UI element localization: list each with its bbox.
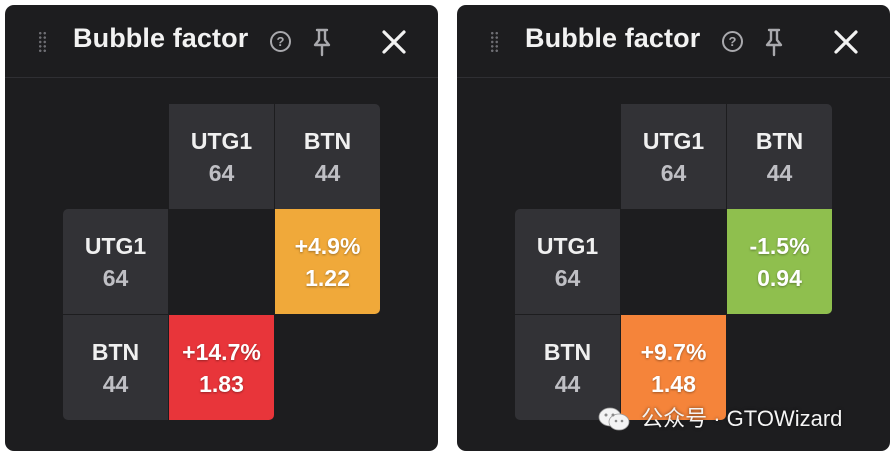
close-icon[interactable] [831,27,861,57]
panel-header: Bubble factor ? [457,5,890,78]
drag-handle-icon[interactable] [38,31,47,53]
column-header-utg1: UTG1 64 [169,104,274,209]
column-header-utg1: UTG1 64 [621,104,726,209]
row-name: UTG1 [84,233,147,259]
column-stack: 44 [314,160,341,186]
bubble-factor-value: 1.83 [199,371,244,397]
drag-handle-icon[interactable] [490,31,499,53]
bubble-factor-value: 1.22 [305,265,350,291]
row-header-utg1: UTG1 64 [63,209,168,314]
column-name: UTG1 [642,128,705,154]
pin-icon[interactable] [763,27,785,57]
column-name: BTN [755,128,804,154]
close-icon[interactable] [379,27,409,57]
bubble-factor-cell-btn-utg1[interactable]: +9.7% 1.48 [621,315,726,420]
risk-premium-value: +9.7% [640,339,707,365]
risk-premium-value: -1.5% [749,233,810,259]
row-header-btn: BTN 44 [63,315,168,420]
panel-header: Bubble factor ? [5,5,438,78]
column-header-btn: BTN 44 [727,104,832,209]
bubble-factor-value: 1.48 [651,371,696,397]
bubble-factor-value: 0.94 [757,265,802,291]
column-name: UTG1 [190,128,253,154]
watermark-text: 公众号 · GTOWizard [641,406,843,432]
row-stack: 44 [554,371,581,397]
help-icon[interactable]: ? [722,31,743,52]
column-header-btn: BTN 44 [275,104,380,209]
watermark: 公众号 · GTOWizard [597,403,842,433]
bubble-factor-cell-btn-utg1[interactable]: +14.7% 1.83 [169,315,274,420]
panel-title: Bubble factor [73,23,249,53]
bubble-factor-panel-left: Bubble factor ? UTG1 64 BTN 44 UTG1 64 B… [5,5,438,451]
row-stack: 64 [554,265,581,291]
bubble-factor-cell-utg1-btn[interactable]: +4.9% 1.22 [275,209,380,314]
column-stack: 64 [660,160,687,186]
help-icon[interactable]: ? [270,31,291,52]
row-name: BTN [543,339,592,365]
pin-icon[interactable] [311,27,333,57]
bubble-factor-cell-utg1-btn[interactable]: -1.5% 0.94 [727,209,832,314]
row-name: UTG1 [536,233,599,259]
bubble-factor-panel-right: Bubble factor ? UTG1 64 BTN 44 UTG1 64 B… [457,5,890,451]
row-stack: 44 [102,371,129,397]
wechat-logo-icon [598,407,630,431]
column-stack: 64 [208,160,235,186]
row-stack: 64 [102,265,129,291]
risk-premium-value: +14.7% [182,339,261,365]
column-name: BTN [303,128,352,154]
row-name: BTN [91,339,140,365]
risk-premium-value: +4.9% [294,233,361,259]
row-header-btn: BTN 44 [515,315,620,420]
column-stack: 44 [766,160,793,186]
row-header-utg1: UTG1 64 [515,209,620,314]
panel-title: Bubble factor [525,23,701,53]
